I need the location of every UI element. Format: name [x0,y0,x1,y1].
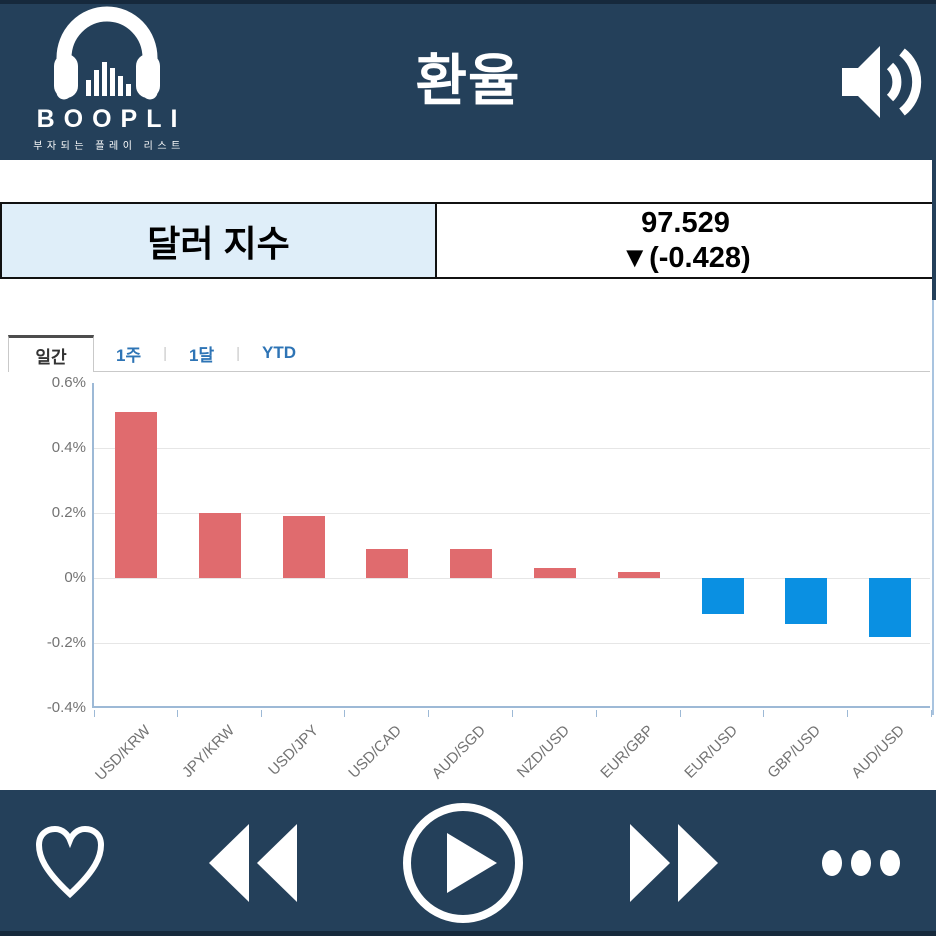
rewind-icon [208,824,297,902]
tab-separator: | [236,345,241,362]
fx-change-bar-chart: 0.6% 0.4% 0.2% 0% -0.2% -0.4% USD/KRW JPY/KRW US… [0,374,936,796]
bar-aud-sgd[interactable] [450,548,493,578]
bar-jpy-krw[interactable] [198,513,241,578]
y-axis-tick-label: -0.4% [46,699,86,716]
x-axis-tick [679,710,681,717]
dollar-index-change: ▼(-0.428) [620,241,751,274]
x-axis-tick [260,710,262,717]
app-name: BOOPLI [36,105,187,133]
app-logo: BOOPLI 부자되는 플레이 리스트 [22,6,192,156]
heart-icon [35,825,105,899]
bar-gbp-usd[interactable] [785,578,828,624]
bar-nzd-usd[interactable] [533,568,576,578]
y-axis-tick-label: 0.4% [51,439,86,456]
player-bottom-divider [0,931,936,936]
gridline [94,513,930,514]
page-title: 환율 [415,49,521,112]
rewind-button[interactable] [207,824,299,902]
tab-daily[interactable]: 일간 [8,335,94,372]
dollar-index-value-cell: 97.529 ▼(-0.428) [437,204,934,277]
headphones-icon [54,6,160,100]
y-axis-tick-label: 0.6% [51,374,86,391]
fast-forward-button[interactable] [628,824,720,902]
x-axis-tick [595,710,597,717]
x-axis-tick [763,710,765,717]
bar-aud-usd[interactable] [869,578,912,637]
period-tabbar: 일간 1주 | 1달 | YTD [8,335,930,372]
favorite-button[interactable] [34,824,106,902]
player-bar [0,790,936,936]
x-axis-tick [428,710,430,717]
tab-separator: | [163,345,168,362]
tab-1week[interactable]: 1주 [116,345,142,365]
play-button[interactable] [399,799,527,927]
chart-plot-area [92,383,932,717]
dollar-index-row: 달러 지수 97.529 ▼(-0.428) [0,202,936,279]
right-edge-divider [932,160,936,300]
play-icon [403,803,523,923]
tab-ytd[interactable]: YTD [262,343,297,362]
gridline [94,448,930,449]
bar-usd-jpy[interactable] [282,516,325,578]
x-axis-tick [176,710,178,717]
tab-1month[interactable]: 1달 [189,345,215,365]
more-options-button[interactable] [820,843,902,883]
speaker-icon [842,46,922,118]
y-axis-tick-label: -0.2% [46,634,86,651]
bar-eur-gbp[interactable] [617,571,660,578]
y-axis-tick-label: 0% [64,569,86,586]
gridline [94,643,930,644]
fast-forward-icon [629,824,718,902]
equalizer-bars-icon [86,62,131,96]
x-axis-tick [512,710,513,717]
x-axis-tick [847,710,849,717]
header-top-divider [0,0,936,4]
dollar-index-value: 97.529 [641,206,730,239]
bar-usd-cad[interactable] [366,548,409,578]
gridline [94,578,930,579]
dollar-index-label: 달러 지수 [2,204,437,277]
volume-button[interactable] [842,44,922,120]
chart-right-border [932,300,934,715]
header-bar: BOOPLI 부자되는 플레이 리스트 환율 [0,0,936,160]
x-axis-tick [94,710,95,717]
x-axis-tick [344,710,346,717]
ellipsis-icon [822,850,900,876]
app-tagline: 부자되는 플레이 리스트 [33,141,185,152]
bar-eur-usd[interactable] [701,578,744,614]
y-axis-tick-label: 0.2% [51,504,86,521]
bar-usd-krw[interactable] [114,412,157,578]
x-axis-tick [931,710,932,717]
